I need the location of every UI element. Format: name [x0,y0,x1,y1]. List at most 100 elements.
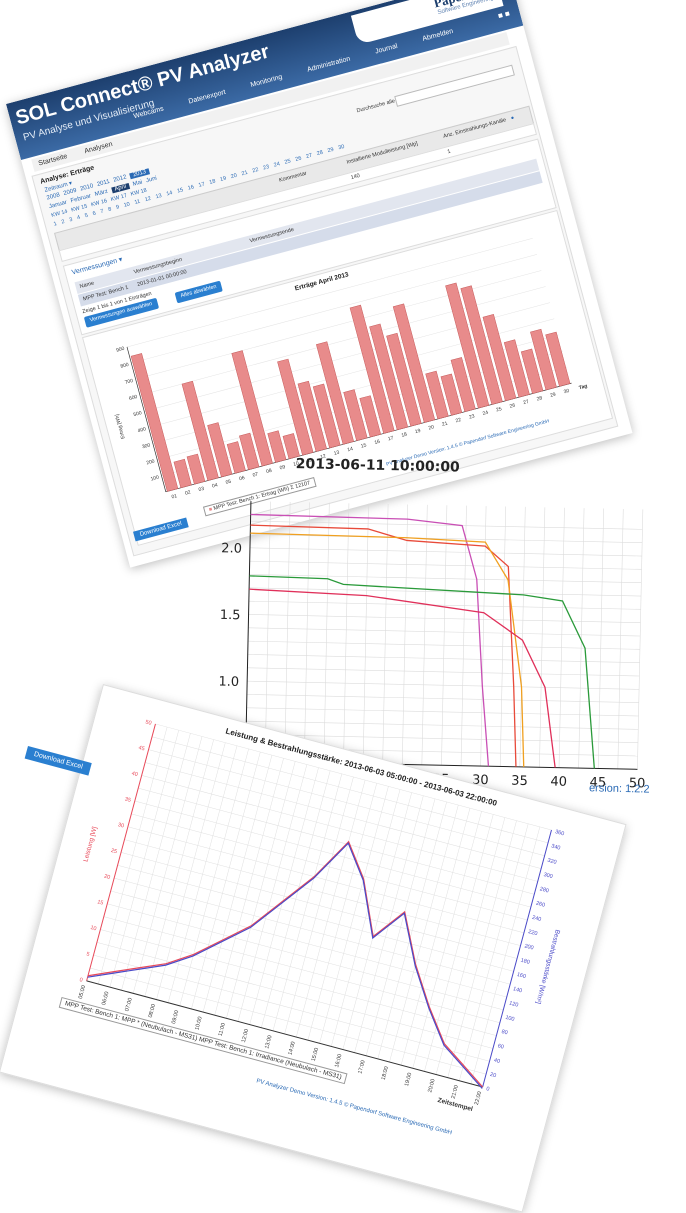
deselect-all-button[interactable]: Alles abwählen [174,280,223,304]
info-icon[interactable]: ● [510,115,516,122]
col-name[interactable]: Name [79,280,95,291]
download-excel-button[interactable]: Download Excel [24,746,92,776]
day-link[interactable]: 1 [53,221,58,228]
day-link[interactable]: 21 [241,169,249,178]
bar [482,314,517,402]
gridline [421,504,428,765]
year-2011[interactable]: 2011 [96,178,111,189]
day-link[interactable]: 4 [76,214,81,222]
series-line [249,575,595,769]
series-line [250,524,517,767]
day-link[interactable]: 6 [92,210,97,218]
day-link[interactable]: 23 [262,164,270,172]
gridline [578,508,585,769]
bar [130,353,179,492]
x-tick-label: 05 [225,479,232,486]
gridline [248,600,641,610]
day-link[interactable]: 13 [155,192,163,201]
day-link[interactable]: 27 [305,152,313,160]
day-link[interactable]: 16 [187,184,195,192]
y2-axis-label: Bestrahlungsstärke [W/m²] [534,929,561,1005]
day-link[interactable]: 2 [60,218,66,226]
day-link[interactable]: 12 [144,195,152,204]
year-2010[interactable]: 2010 [79,183,95,193]
x-tick-label: 06:00 [101,991,110,1006]
day-link[interactable]: 29 [326,146,335,155]
day-link[interactable]: 28 [316,149,324,158]
gridline [103,916,500,1023]
day-link[interactable]: 5 [84,212,89,220]
x-tick-label: 20 [428,424,435,431]
x-tick-label: 16 [374,439,381,446]
day-link[interactable]: 8 [107,206,113,214]
nav-administration[interactable]: Administration [306,55,352,74]
bar [173,458,192,489]
x-tick-label: 21 [441,421,448,428]
bar [369,323,409,431]
gridline [138,787,535,895]
x-tick-label: 17:00 [357,1060,366,1075]
nav-journal[interactable]: Journal [374,42,399,56]
day-link[interactable]: 15 [176,187,184,195]
nav-startseite[interactable]: Startseite [37,153,69,168]
y-tick-label: 400 [137,426,147,434]
month-maerz[interactable]: März [94,188,109,198]
x-tick-label: 03 [198,486,205,493]
day-link[interactable]: 20 [230,172,238,181]
day-link[interactable]: 14 [165,190,174,198]
day-link[interactable]: 10 [123,201,131,209]
day-link[interactable]: 24 [273,161,281,169]
x-tick-label: 09:00 [171,1010,180,1025]
nav-abmelden[interactable]: Abmelden [421,27,455,43]
gridline [151,736,549,844]
day-link[interactable]: 11 [133,198,142,206]
day-link[interactable]: 25 [283,158,292,166]
y-tick-label: 900 [116,346,126,354]
day-link[interactable]: 30 [337,143,346,152]
x-tick-label: 09 [279,464,286,471]
y-axis [244,501,252,762]
series-line [87,842,483,1089]
screenshot-power-irradiance: 0 5 10 15 20 25 30 35 40 45 50 0 20 40 60 80 100 120 140 16… [0,684,627,1213]
x-tick-label: 22:00 [474,1091,483,1106]
day-link[interactable]: 18 [208,178,217,186]
x-tick-label: 27 [523,399,530,406]
y2-tick-label: 300 [543,872,553,880]
search-input[interactable] [394,64,515,107]
day-link[interactable]: 19 [219,175,227,184]
nav-monitoring[interactable]: Monitoring [249,73,284,89]
y-tick-label: 600 [128,394,138,402]
day-link[interactable]: 9 [115,204,120,211]
month-mai[interactable]: Mai [132,179,144,188]
y-tick-label: 200 [146,458,156,466]
x-tick-label: 07 [252,471,259,478]
nav-datenexport[interactable]: Datenexport [187,88,227,106]
x-tick-label: 19:00 [404,1072,413,1087]
y-tick-label: 0 [79,977,84,984]
y-axis [86,723,156,982]
year-2008[interactable]: 2008 [46,192,61,202]
bar [450,357,476,413]
day-link[interactable]: 26 [294,155,303,163]
language-flags[interactable]: ■ ■ [496,8,511,21]
month-juni[interactable]: Juni [145,175,158,185]
year-2009[interactable]: 2009 [62,187,78,198]
gridline [131,813,528,921]
year-2012[interactable]: 2012 [112,174,128,184]
gridline [323,502,330,763]
x-tick-label: 18:00 [381,1066,390,1081]
col-kommentar[interactable]: Kommentar [278,170,308,184]
day-link[interactable]: 17 [198,181,206,189]
gridline [110,890,507,998]
day-link[interactable]: 7 [99,208,105,216]
gridline [141,775,538,882]
gridline [362,503,369,764]
day-link[interactable]: 22 [251,167,260,175]
gridline [155,723,552,831]
x-tick-label: 07:00 [124,997,133,1012]
gridline [617,508,624,769]
bar [503,339,530,398]
nav-analysen[interactable]: Analysen [83,140,114,156]
gridline [145,762,542,869]
day-link[interactable]: 3 [68,216,74,224]
